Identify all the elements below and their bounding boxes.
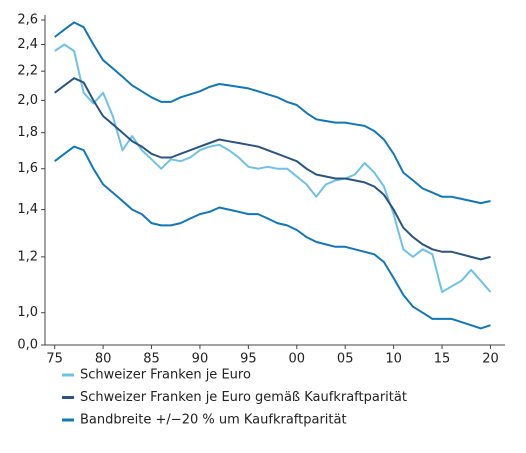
y-tick-label: 1,6 — [17, 161, 38, 176]
y-tick-label: 2,2 — [17, 64, 38, 79]
x-tick-label: 85 — [143, 352, 160, 367]
x-tick-label: 75 — [46, 352, 63, 367]
y-tick-label: 1,8 — [17, 125, 38, 140]
series-line — [54, 21, 491, 205]
legend-label: Schweizer Franken je Euro — [80, 368, 251, 383]
y-tick-label: 2,0 — [17, 93, 38, 108]
y-tick-label: 2,6 — [17, 13, 38, 28]
y-tick-label: 2,4 — [17, 37, 38, 52]
y-tick-label: 1,2 — [17, 249, 38, 264]
x-tick-label: 20 — [482, 352, 499, 367]
series-line — [54, 77, 491, 261]
y-tick-label: 1,0 — [17, 305, 38, 320]
x-tick-label: 90 — [192, 352, 209, 367]
legend-label: Bandbreite +/−20 % um Kaufkraftparität — [80, 413, 347, 428]
x-tick-label: 95 — [240, 352, 257, 367]
y-tick-label: 1,4 — [17, 202, 38, 217]
x-tick-label: 10 — [385, 352, 402, 367]
x-tick-label: 05 — [337, 352, 354, 367]
x-tick-label: 00 — [289, 352, 306, 367]
legend-label: Schweizer Franken je Euro gemäß Kaufkraf… — [80, 390, 407, 405]
x-tick-label: 80 — [95, 352, 112, 367]
series-line — [54, 43, 492, 293]
series-line — [54, 145, 491, 330]
x-tick-label: 15 — [434, 352, 451, 367]
y-tick-label: 0,0 — [17, 338, 38, 353]
